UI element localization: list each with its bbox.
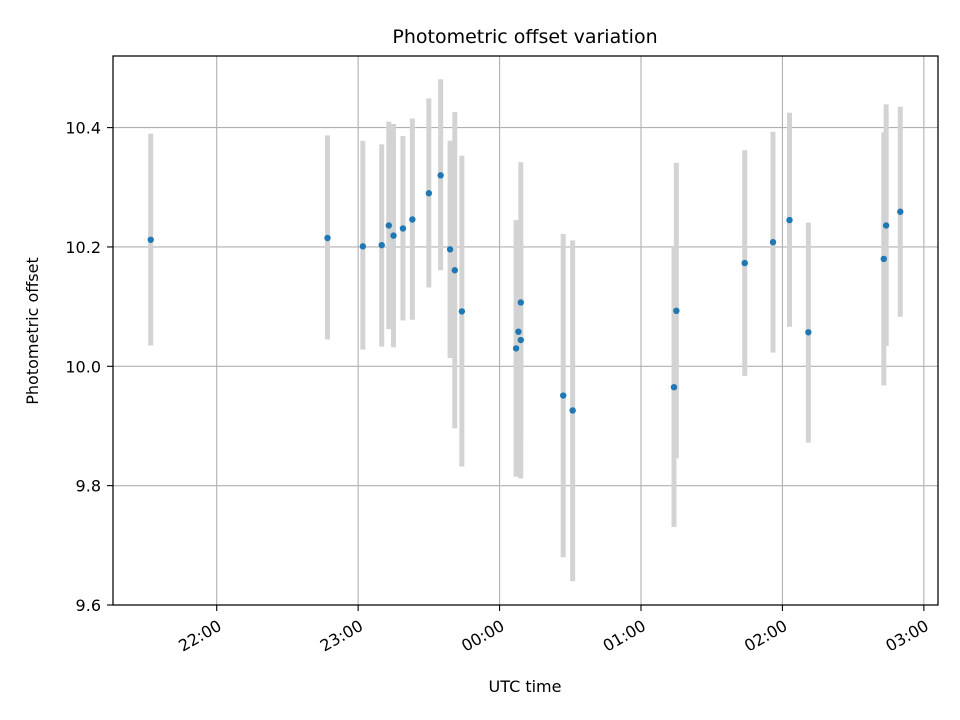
data-point bbox=[805, 329, 812, 336]
data-point bbox=[451, 267, 458, 274]
data-point bbox=[786, 216, 793, 224]
data-point bbox=[882, 222, 890, 229]
y-tick-label: 9.6 bbox=[76, 596, 101, 615]
data-point bbox=[560, 392, 567, 399]
data-point bbox=[437, 172, 444, 179]
y-axis-title: Photometric offset bbox=[23, 257, 42, 405]
plot-frame bbox=[112, 55, 939, 606]
data-point bbox=[670, 383, 678, 391]
data-point bbox=[515, 328, 522, 335]
data-point bbox=[147, 236, 154, 243]
data-point bbox=[512, 345, 520, 352]
data-point bbox=[378, 241, 385, 249]
data-point bbox=[741, 259, 748, 267]
data-point bbox=[517, 299, 524, 306]
point-layer bbox=[147, 172, 904, 414]
data-point bbox=[399, 225, 407, 232]
data-point bbox=[517, 336, 524, 344]
y-tick-label: 10.2 bbox=[65, 238, 101, 257]
data-point bbox=[880, 255, 887, 263]
y-tick-label: 10.4 bbox=[65, 119, 101, 138]
data-point bbox=[569, 407, 576, 414]
data-point bbox=[359, 243, 367, 250]
y-tick-label: 10.0 bbox=[65, 357, 101, 376]
data-point bbox=[673, 307, 680, 315]
data-point bbox=[425, 190, 433, 197]
y-tick-label: 9.8 bbox=[76, 477, 101, 496]
data-point bbox=[897, 208, 904, 215]
data-point bbox=[769, 238, 777, 246]
data-point bbox=[409, 216, 416, 223]
data-point bbox=[385, 222, 392, 229]
data-point bbox=[458, 308, 466, 315]
data-point bbox=[324, 234, 331, 242]
data-point bbox=[390, 232, 397, 239]
chart-title: Photometric offset variation bbox=[392, 26, 657, 48]
x-axis-title: UTC time bbox=[489, 677, 562, 696]
data-point bbox=[446, 246, 454, 253]
